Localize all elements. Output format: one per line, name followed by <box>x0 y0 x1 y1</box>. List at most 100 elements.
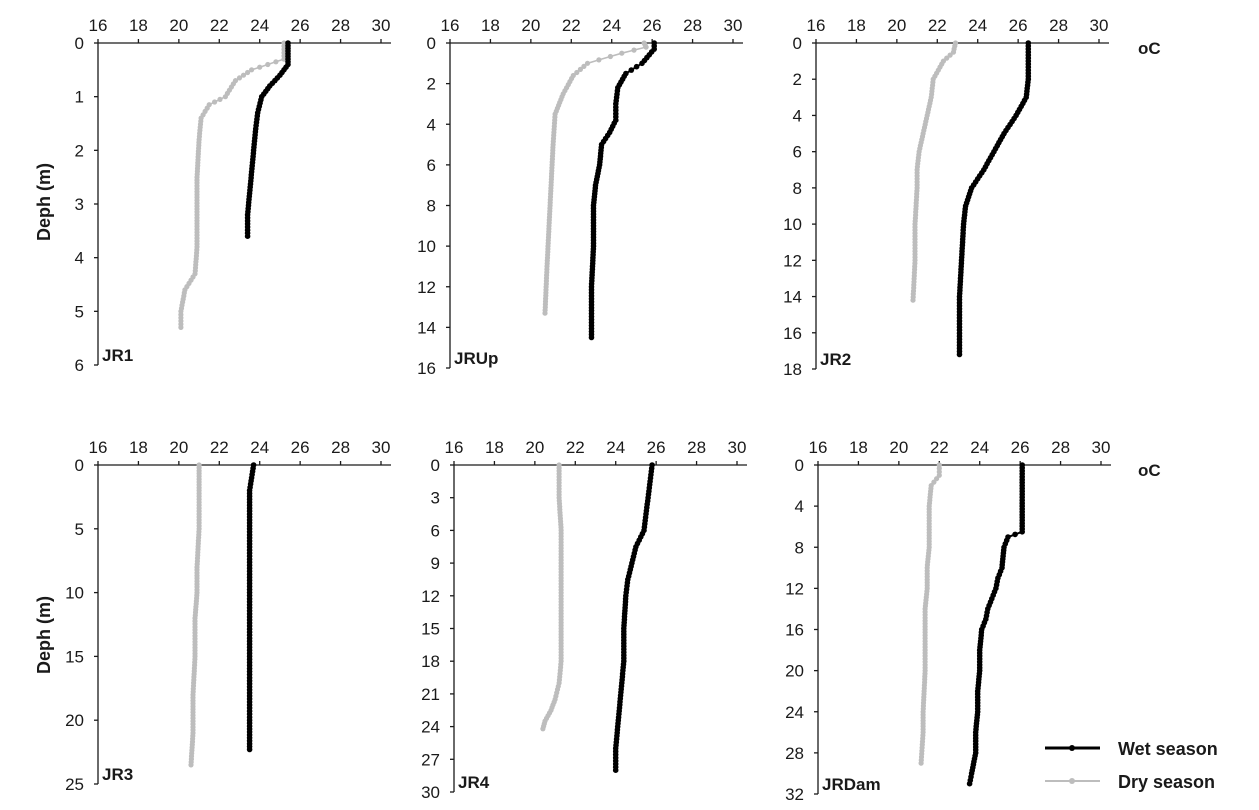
data-point <box>574 69 580 76</box>
data-point <box>950 49 957 55</box>
x-tick-label-jr3: 22 <box>210 438 229 457</box>
x-tick-label-jr3: 24 <box>250 438 269 457</box>
y-tick-label-jr3: 10 <box>65 584 84 603</box>
data-point <box>273 59 279 65</box>
x-tick-label-jr4: 20 <box>525 438 544 457</box>
legend-dry-marker <box>1069 778 1075 784</box>
y-tick-label-jr4: 15 <box>421 620 440 639</box>
x-tick-label-jr4: 28 <box>687 438 706 457</box>
station-label-jr3: JR3 <box>102 765 133 784</box>
data-point <box>910 297 916 303</box>
data-point <box>542 310 548 316</box>
y-tick-label-jr4: 21 <box>421 685 440 704</box>
y-tick-label-jr4: 30 <box>421 783 440 802</box>
x-tick-label-jr4: 24 <box>606 438 625 457</box>
y-tick-label-jrup: 4 <box>427 115 436 134</box>
x-tick-label-jr3: 28 <box>331 438 350 457</box>
station-label-jr4: JR4 <box>458 773 490 792</box>
wet-season-series-jr2 <box>956 40 1032 358</box>
x-tick-label-jr1: 18 <box>129 16 148 35</box>
x-tick-label-jr4: 16 <box>445 438 464 457</box>
x-tick-label-jr4: 26 <box>647 438 666 457</box>
y-tick-label-jrup: 8 <box>427 197 436 216</box>
y-tick-label-jrdam: 0 <box>795 456 804 475</box>
data-point <box>581 63 587 69</box>
wet-season-series-jr3 <box>246 462 257 753</box>
x-tick-label-jr4: 22 <box>566 438 585 457</box>
legend: Wet season Dry season <box>1045 739 1218 792</box>
legend-dry-label: Dry season <box>1118 772 1215 792</box>
x-tick-label-jr2: 20 <box>887 16 906 35</box>
data-point <box>222 94 228 100</box>
y-tick-label-jrup: 0 <box>427 34 436 53</box>
x-tick-label-jr4: 18 <box>485 438 504 457</box>
legend-wet-label: Wet season <box>1118 739 1218 759</box>
data-point <box>966 780 973 787</box>
x-tick-label-jr1: 26 <box>291 16 310 35</box>
y-tick-label-jr3: 0 <box>75 456 84 475</box>
y-tick-label-jr2: 6 <box>793 143 802 162</box>
data-point <box>639 60 645 67</box>
data-point <box>588 334 595 341</box>
y-tick-label-jr4: 24 <box>421 718 440 737</box>
x-tick-label-jr2: 24 <box>968 16 987 35</box>
station-label-jr1: JR1 <box>102 346 133 365</box>
series-line <box>590 43 656 338</box>
x-tick-label-jr3: 30 <box>372 438 391 457</box>
x-tick-label-jrup: 30 <box>724 16 743 35</box>
y-tick-label-jrdam: 28 <box>785 744 804 763</box>
x-tick-label-jr3: 26 <box>291 438 310 457</box>
data-point <box>947 52 953 58</box>
y-tick-label-jr2: 12 <box>783 251 802 270</box>
x-tick-label-jr2: 18 <box>847 16 866 35</box>
x-tick-label-jrup: 20 <box>521 16 540 35</box>
y-tick-label-jr4: 9 <box>431 554 440 573</box>
y-tick-label-jrup: 10 <box>417 237 436 256</box>
panel-jr3: 16 18 20 22 24 26 28 30 0 5 10 15 20 25 JR3 <box>65 438 391 794</box>
data-point <box>628 67 635 73</box>
data-point <box>619 50 625 56</box>
x-tick-label-jrdam: 18 <box>849 438 868 457</box>
data-point <box>607 53 614 60</box>
y-tick-label-jr3: 15 <box>65 647 84 666</box>
unit-label-top: oC <box>1138 39 1161 58</box>
x-tick-label-jrup: 24 <box>602 16 621 35</box>
data-point <box>931 479 937 485</box>
x-tick-label-jr2: 28 <box>1049 16 1068 35</box>
data-point <box>245 69 251 76</box>
data-point <box>265 61 271 68</box>
y-tick-label-jr4: 6 <box>431 521 440 540</box>
x-tick-label-jr3: 16 <box>89 438 108 457</box>
x-tick-label-jr4: 30 <box>728 438 747 457</box>
data-point <box>1012 531 1018 538</box>
station-label-jrup: JRUp <box>454 349 498 368</box>
x-tick-label-jrdam: 16 <box>809 438 828 457</box>
y-tick-label-jrdam: 4 <box>795 497 804 516</box>
y-tick-label-jrdam: 24 <box>785 703 804 722</box>
panel-jr4: 16 18 20 22 24 26 28 30 0 3 6 9 12 15 18 21 24 27 30 JR4 <box>421 438 747 802</box>
y-tick-label-jr2: 14 <box>783 288 802 307</box>
legend-item-wet-season: Wet season <box>1045 739 1218 759</box>
y-tick-label-jr4: 12 <box>421 587 440 606</box>
y-tick-label-jrdam: 12 <box>785 579 804 598</box>
data-point <box>236 75 243 81</box>
x-tick-label-jr2: 22 <box>928 16 947 35</box>
legend-item-dry-season: Dry season <box>1045 772 1215 792</box>
data-point <box>577 66 584 72</box>
y-tick-label-jrdam: 8 <box>795 538 804 557</box>
y-tick-label-jr2: 10 <box>783 215 802 234</box>
y-tick-label-jrdam: 20 <box>785 662 804 681</box>
y-tick-label-jrup: 2 <box>427 75 436 94</box>
dry-season-series-jr3 <box>188 462 202 768</box>
data-point <box>1019 529 1025 535</box>
y-tick-label-jrup: 16 <box>417 359 436 378</box>
y-axis-title-top-row: Deph (m) <box>34 163 54 241</box>
x-tick-label-jr1: 24 <box>250 16 269 35</box>
y-tick-label-jr1: 3 <box>75 195 84 214</box>
y-tick-label-jr1: 5 <box>75 302 84 321</box>
data-point <box>257 64 263 70</box>
x-tick-label-jrdam: 20 <box>889 438 908 457</box>
data-point <box>246 746 253 753</box>
wet-season-series-jrup <box>588 40 657 341</box>
